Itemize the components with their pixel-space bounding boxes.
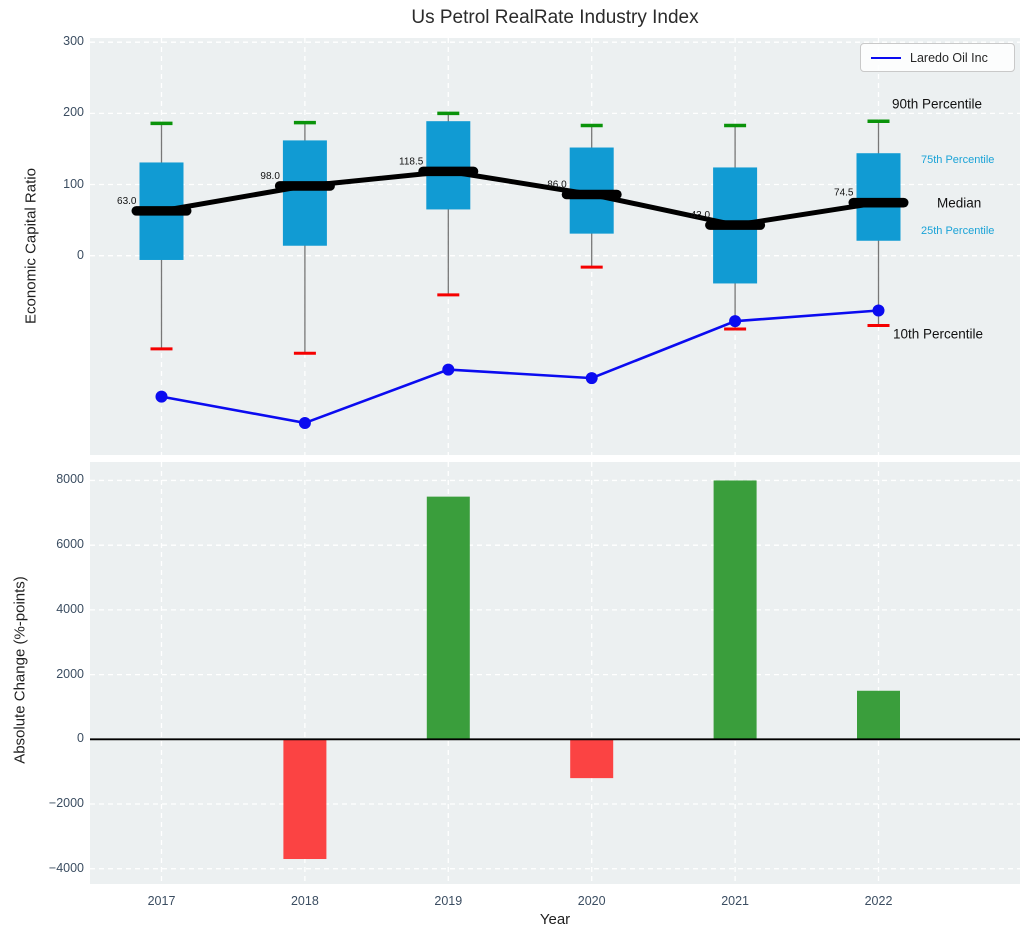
median-marker-2020 [561, 189, 622, 200]
top-y-tick-200: 200 [63, 105, 84, 120]
median-marker-2019 [418, 166, 479, 177]
top-y-tick-100: 100 [63, 176, 84, 191]
bar-2018 [283, 739, 327, 860]
median-value-label-2019: 118.5 [399, 156, 424, 167]
bottom-y-tick--4000: −4000 [48, 860, 84, 875]
laredo-line [161, 309, 879, 425]
label-90th-percentile: 90th Percentile [892, 96, 983, 112]
median-value-label-2022: 74.5 [834, 188, 854, 199]
median-value-label-2017: 63.0 [117, 196, 137, 207]
bar-2020 [570, 739, 614, 779]
bottom-y-tick-0: 0 [77, 731, 84, 746]
x-tick-2019: 2019 [434, 894, 463, 908]
x-tick-2022: 2022 [864, 894, 893, 908]
legend[interactable]: Laredo Oil Inc [860, 43, 1015, 72]
laredo-point-2021 [729, 315, 742, 328]
bottom-y-tick-4000: 4000 [56, 601, 84, 616]
chart-title: Us Petrol RealRate Industry Index [411, 7, 699, 28]
bar-2019 [426, 496, 470, 740]
laredo-point-2019 [442, 363, 455, 376]
bar-2022 [857, 690, 900, 740]
laredo-point-2022 [872, 304, 885, 317]
label-75th-percentile: 75th Percentile [921, 154, 995, 167]
x-tick-2020: 2020 [577, 894, 606, 908]
bottom-plot-canvas [90, 462, 1020, 884]
top-y-tick-300: 300 [63, 34, 84, 49]
median-marker-2017 [131, 206, 192, 216]
laredo-point-2017 [155, 390, 168, 403]
box-2019 [426, 121, 471, 210]
top-y-tick-0: 0 [77, 247, 84, 262]
x-axis-label: Year [539, 911, 571, 928]
bottom-y-tick-8000: 8000 [56, 472, 84, 487]
top-y-axis-label: Economic Capital Ratio [22, 168, 40, 324]
bottom-y-tick--2000: −2000 [48, 796, 84, 810]
laredo-point-2018 [298, 416, 311, 429]
bottom-y-axis-label: Absolute Change (%-points) [11, 576, 29, 764]
median-value-label-2018: 98.0 [260, 171, 280, 182]
x-tick-2018: 2018 [290, 894, 319, 908]
label-median: Median [937, 195, 982, 211]
box-2018 [282, 140, 327, 246]
legend-label: Laredo Oil Inc [910, 50, 988, 65]
top-plot-canvas: 63.0 98.0 118.5 86.0 43.0 74.5 [90, 38, 1020, 455]
bottom-y-tick-2000: 2000 [56, 666, 84, 681]
label-10th-percentile: 10th Percentile [893, 326, 984, 342]
bar-2021 [713, 480, 757, 740]
bottom-y-tick-6000: 6000 [56, 537, 84, 552]
box-2022 [856, 153, 901, 241]
median-marker-2021 [705, 220, 766, 230]
top-plot-area: 63.0 98.0 118.5 86.0 43.0 74.5 90th Percentile… [90, 38, 1020, 455]
x-tick-2017: 2017 [147, 894, 176, 908]
laredo-point-2020 [585, 372, 598, 385]
bottom-plot-area [90, 462, 1020, 884]
median-value-label-2020: 86.0 [547, 179, 567, 190]
median-value-label-2021: 43.0 [691, 210, 711, 221]
x-tick-2021: 2021 [721, 894, 749, 908]
legend-line-sample [871, 56, 901, 59]
median-marker-2018 [274, 181, 335, 191]
label-25th-percentile: 25th Percentile [921, 224, 995, 237]
median-marker-2022 [848, 197, 909, 208]
